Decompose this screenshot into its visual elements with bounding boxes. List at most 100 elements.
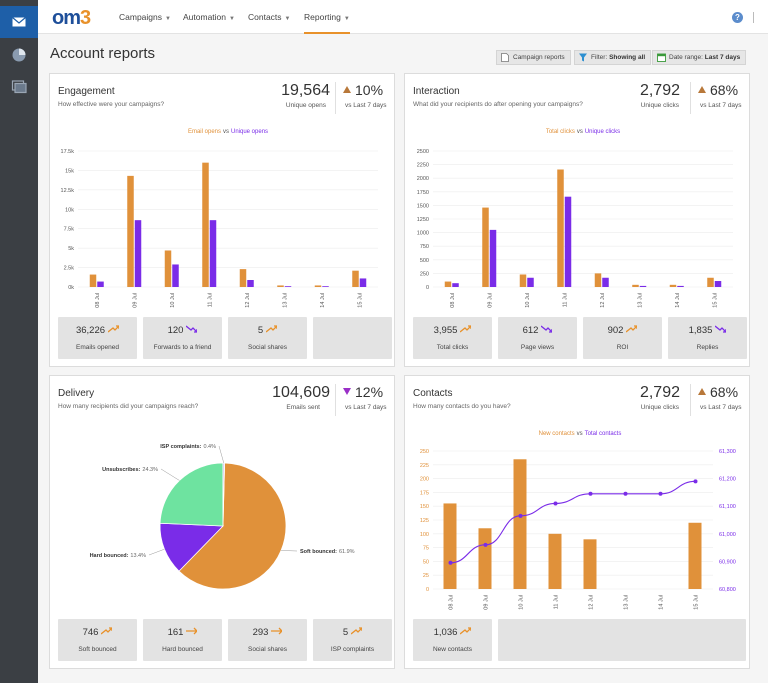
y-tick-label: 200	[420, 477, 429, 483]
change-percent: 10%	[343, 82, 383, 98]
pie-label-name: ISP complaints:	[160, 444, 201, 450]
change-percent: 68%	[698, 384, 738, 400]
x-tick-label: 14 Jul	[675, 293, 681, 308]
stat-tile[interactable]: 746 Soft bounced	[58, 619, 137, 661]
bar-series-b	[134, 220, 142, 287]
y-tick-label: 125	[420, 518, 429, 524]
stat-tile[interactable]: 5 Social shares	[228, 317, 307, 359]
legend-series-b: Total contacts	[585, 431, 622, 437]
reports-icon[interactable]	[11, 78, 27, 94]
y-tick-label: 0	[426, 285, 429, 291]
stat-label: ROI	[616, 344, 629, 351]
x-tick-label: 13 Jul	[637, 293, 643, 308]
bar-new-contacts	[478, 528, 492, 589]
bar-series-b	[97, 281, 104, 287]
stat-value: 1,036	[413, 627, 492, 638]
stat-label: Forwards to a friend	[153, 344, 212, 351]
y-tick-label: 2000	[417, 176, 429, 182]
total-contacts-line	[450, 480, 696, 564]
stat-tile-empty	[498, 619, 746, 661]
pie-label-line	[218, 445, 225, 464]
filter-button[interactable]: Filter: Showing all	[574, 50, 652, 65]
stat-tile[interactable]: 902 ROI	[583, 317, 662, 359]
y-tick-label: 250	[420, 271, 429, 277]
trend-up-icon	[101, 627, 114, 635]
contacts-panel: Contacts How many contacts do you have? …	[404, 375, 750, 669]
trend-flat-icon	[271, 627, 284, 635]
y-tick-label: 75	[423, 546, 429, 552]
total-contacts-point	[553, 501, 558, 506]
divider	[690, 384, 691, 416]
legend-series-a: Email opens	[188, 129, 221, 135]
stat-tile[interactable]: 120 Forwards to a friend	[143, 317, 222, 359]
total-contacts-point	[483, 542, 488, 547]
bar-new-contacts	[583, 539, 597, 589]
stat-label: New contacts	[432, 646, 473, 653]
interaction-chart: Total clicks vs Unique clicks 0 250 500 750 100…	[417, 129, 733, 308]
trend-up-icon	[107, 325, 120, 333]
y-tick-label: 250	[420, 449, 429, 455]
y-tick-label: 15k	[65, 168, 74, 174]
bar-series-b	[714, 281, 722, 287]
y-tick-label: 1000	[417, 231, 429, 237]
stat-tile[interactable]: 161 Hard bounced	[143, 619, 222, 661]
unique-clicks-label: Unique clicks	[640, 404, 679, 411]
bar-series-a	[202, 162, 209, 287]
emails-sent-value: 104,609	[272, 384, 330, 401]
unique-clicks-value: 2,792	[639, 384, 680, 401]
total-contacts-point	[518, 513, 523, 518]
bar-series-a	[127, 175, 134, 287]
stat-tile[interactable]: 3,955 Total clicks	[413, 317, 492, 359]
stat-tile[interactable]: 1,835 Replies	[668, 317, 747, 359]
bar-series-a	[669, 284, 677, 287]
x-tick-label: 15 Jul	[357, 293, 363, 308]
panel-title: Engagement	[58, 86, 115, 97]
filter-icon	[579, 53, 587, 62]
stat-label: Social shares	[247, 344, 288, 351]
date-range-button[interactable]: Date range: Last 7 days	[652, 50, 747, 65]
legend-vs: vs	[223, 129, 229, 135]
pie-chart-icon[interactable]	[11, 47, 27, 63]
bar-series-b	[322, 286, 329, 287]
help-icon[interactable]: ?	[732, 12, 743, 23]
x-tick-label: 09 Jul	[484, 595, 490, 610]
trend-down-icon	[186, 325, 199, 333]
pie-label: Soft bounced: 61.9%	[300, 549, 355, 555]
x-tick-label: 11 Jul	[562, 293, 568, 307]
stat-tile[interactable]: 36,226 Emails opened	[58, 317, 137, 359]
x-tick-label: 08 Jul	[95, 293, 101, 308]
bar-series-a	[352, 270, 359, 287]
stat-label: ISP complaints	[330, 646, 375, 653]
pie-label-pct: 61.9%	[339, 549, 355, 555]
y-tick-label: 12.5k	[61, 188, 75, 194]
y-tick-label: 1750	[417, 190, 429, 196]
bar-series-b	[284, 286, 292, 287]
nav-reporting[interactable]: Reporting ▼	[304, 0, 350, 34]
stat-tile[interactable]: 5 ISP complaints	[313, 619, 392, 661]
stat-value: 902	[583, 325, 662, 336]
nav-automation[interactable]: Automation ▼	[183, 12, 235, 22]
y-tick-label: 7.5k	[64, 227, 75, 233]
stat-label: Total clicks	[436, 344, 469, 351]
legend-vs: vs	[577, 431, 583, 437]
stat-tile[interactable]: 1,036 New contacts	[413, 619, 492, 661]
bar-series-a	[707, 277, 714, 287]
stat-tile[interactable]: 293 Social shares	[228, 619, 307, 661]
bar-series-a	[594, 273, 602, 287]
total-contacts-point	[623, 491, 628, 496]
unique-opens-value: 19,564	[281, 82, 330, 99]
unique-clicks-label: Unique clicks	[640, 102, 679, 109]
stat-tile[interactable]: 612 Page views	[498, 317, 577, 359]
campaign-reports-button[interactable]: Campaign reports	[496, 50, 571, 65]
trend-up-icon	[698, 388, 706, 395]
om3-logo[interactable]: om3	[52, 7, 91, 29]
total-contacts-point	[693, 479, 698, 484]
stat-value: 36,226	[58, 325, 137, 336]
nav-contacts[interactable]: Contacts ▼	[248, 12, 291, 22]
email-icon[interactable]	[0, 6, 38, 38]
chevron-down-icon: ▼	[343, 16, 350, 22]
change-label: vs Last 7 days	[345, 404, 387, 411]
nav-campaigns[interactable]: Campaigns ▼	[119, 12, 171, 22]
divider	[335, 384, 336, 416]
y-tick-label: 2250	[417, 163, 429, 169]
